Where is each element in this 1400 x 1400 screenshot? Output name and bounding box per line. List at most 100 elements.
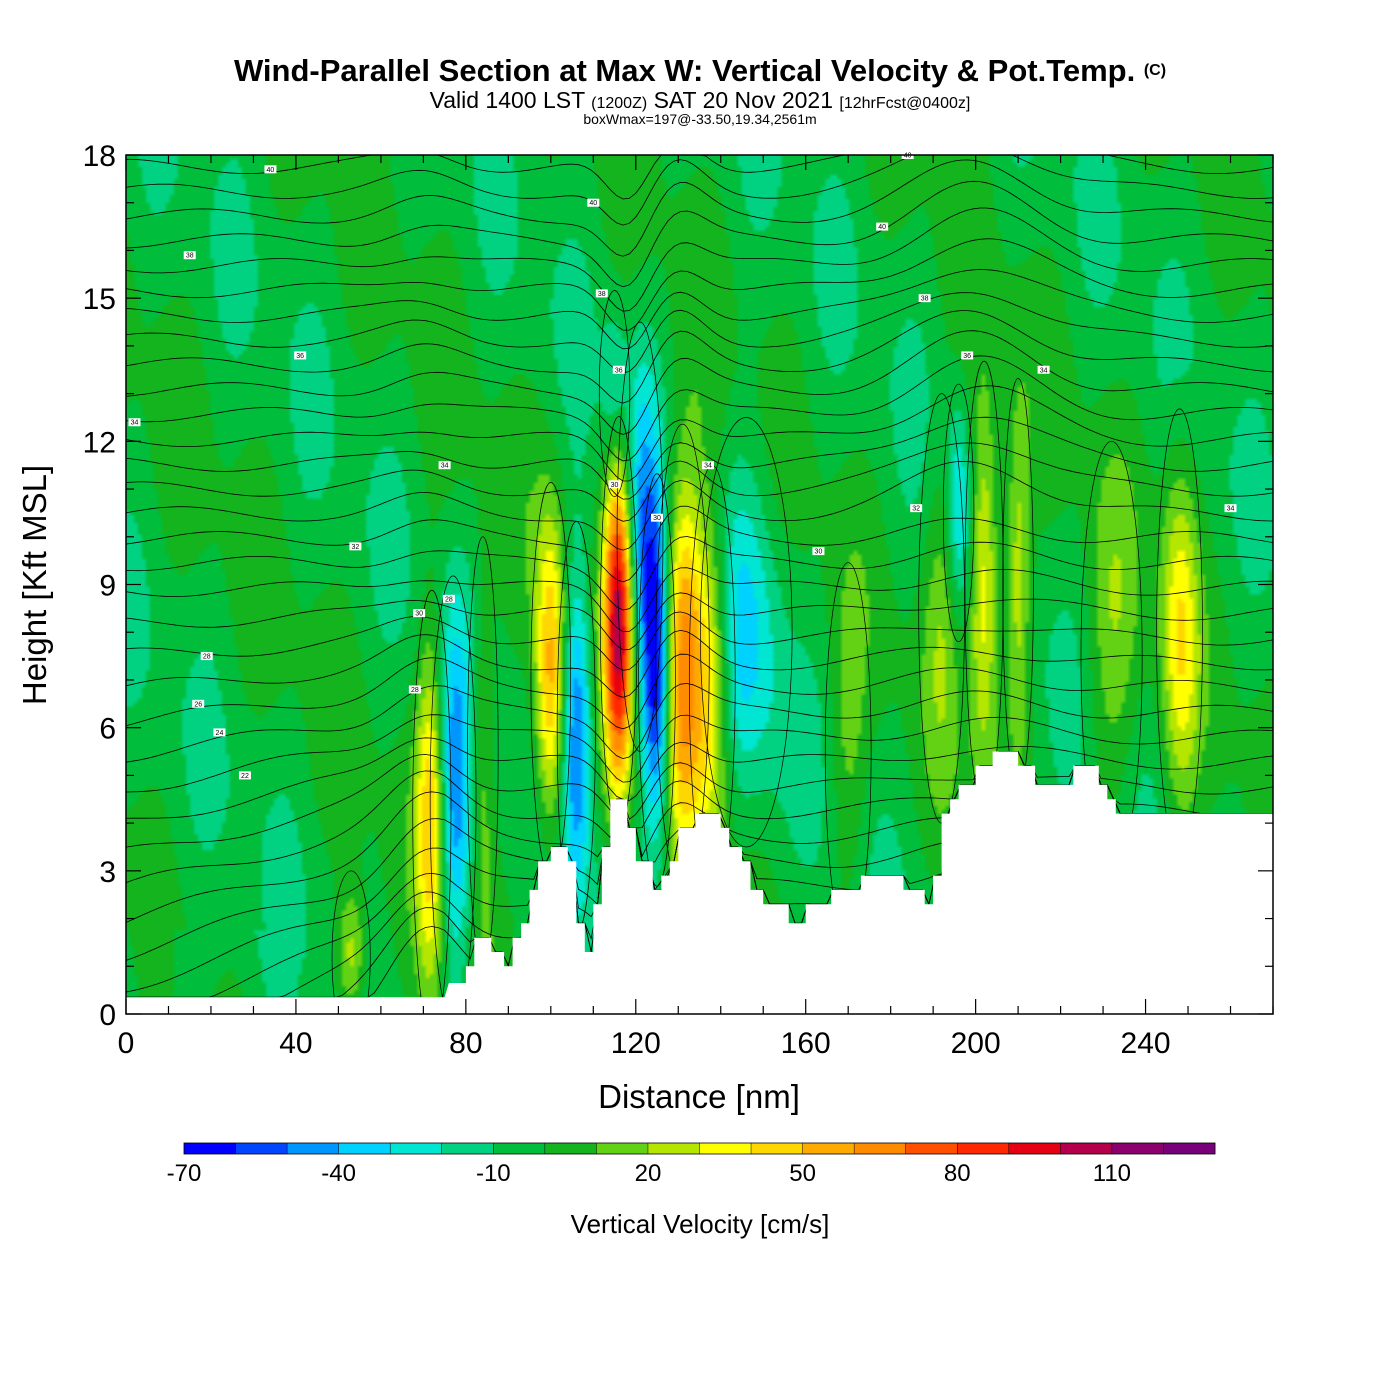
theta-contour-line bbox=[126, 714, 1273, 793]
theta-contour-label-box bbox=[701, 461, 714, 470]
theta-contour-label-text: 34 bbox=[131, 420, 139, 427]
x-tick-label: 240 bbox=[1121, 1027, 1171, 1060]
theta-contour-label-box bbox=[1037, 365, 1050, 374]
theta-contour-label-text: 24 bbox=[216, 730, 224, 737]
chart-title: Wind-Parallel Section at Max W: Vertical… bbox=[234, 53, 1166, 88]
theta-contour-label-box bbox=[264, 165, 277, 174]
theta-contour-label-text: 22 bbox=[241, 773, 249, 780]
theta-contour-label-text: 34 bbox=[441, 463, 449, 470]
colorbar-tick-label: 110 bbox=[1093, 1160, 1131, 1187]
colorbar-tick-label: 20 bbox=[635, 1160, 662, 1187]
theta-contour-label-text: 30 bbox=[415, 611, 423, 618]
theta-contour-label-box bbox=[192, 699, 205, 708]
theta-contour-label-text: 32 bbox=[352, 544, 360, 551]
colorbar-segment bbox=[699, 1143, 752, 1154]
y-tick-label: 6 bbox=[99, 713, 116, 746]
theta-contour-label-box bbox=[349, 542, 362, 551]
theta-contour-label: 36 bbox=[961, 351, 974, 360]
colorbar-tick-label: -10 bbox=[476, 1160, 511, 1187]
theta-contour-line bbox=[126, 155, 1273, 200]
theta-contour-label: 30 bbox=[812, 547, 825, 556]
colorbar-segment bbox=[338, 1143, 391, 1154]
theta-contour-label-text: 40 bbox=[878, 224, 886, 231]
theta-contour-label-box bbox=[612, 365, 625, 374]
theta-contour-label: 36 bbox=[294, 351, 307, 360]
theta-contour-label-text: 36 bbox=[615, 367, 623, 374]
colorbar-segment bbox=[287, 1143, 339, 1154]
x-tick-label: 0 bbox=[118, 1027, 135, 1060]
colorbar-segment bbox=[647, 1143, 700, 1154]
cell-contour bbox=[638, 473, 676, 887]
colorbar-segment bbox=[184, 1143, 236, 1154]
theta-contour-line bbox=[126, 269, 1273, 350]
colorbar-segment bbox=[235, 1143, 288, 1154]
y-tick-label: 3 bbox=[99, 856, 116, 889]
theta-contour-line bbox=[126, 159, 1273, 257]
theta-contour-label-box bbox=[961, 351, 974, 360]
theta-contour-label-box bbox=[1224, 504, 1237, 513]
theta-contour-line bbox=[126, 629, 1273, 698]
theta-contour-label-box bbox=[651, 513, 664, 522]
colorbar-tick-labels: -70 -40 -10 20 50 80 110 bbox=[167, 1160, 1131, 1187]
theta-contour-line bbox=[126, 611, 1273, 671]
theta-contour-label: 32 bbox=[910, 504, 923, 513]
colorbar-segment bbox=[751, 1143, 803, 1154]
cell-contour bbox=[616, 321, 664, 752]
theta-contour-label-box bbox=[812, 547, 825, 556]
theta-contour-label-text: 40 bbox=[904, 153, 912, 160]
theta-contour-line bbox=[126, 416, 1273, 500]
y-tick-label: 12 bbox=[83, 426, 116, 459]
theta-contour-label: 34 bbox=[438, 461, 451, 470]
theta-contour-line bbox=[126, 155, 1273, 226]
colorbar-segment bbox=[1163, 1143, 1216, 1154]
theta-contour-line bbox=[126, 355, 1273, 462]
theta-contour-label-text: 38 bbox=[186, 253, 194, 260]
terrain-mask bbox=[126, 751, 1273, 1014]
theta-contour-label: 34 bbox=[1037, 365, 1050, 374]
theta-contour-label-box bbox=[442, 594, 455, 603]
theta-contour-label-text: 28 bbox=[411, 687, 419, 694]
cell-contour bbox=[412, 589, 452, 1014]
x-tick-label: 120 bbox=[611, 1027, 661, 1060]
theta-contour-label-box bbox=[183, 251, 196, 260]
theta-contour-label-box bbox=[128, 418, 141, 427]
theta-contour-label: 34 bbox=[1224, 504, 1237, 513]
colorbar-segment bbox=[544, 1143, 597, 1154]
theta-contour-label-box bbox=[408, 685, 421, 694]
x-tick-label: 200 bbox=[951, 1027, 1001, 1060]
cell-contour bbox=[598, 290, 631, 498]
colorbar-title: Vertical Velocity [cm/s] bbox=[571, 1209, 830, 1239]
theta-contour-label-box bbox=[438, 461, 451, 470]
theta-contours bbox=[126, 155, 1273, 1014]
theta-contour-label-text: 34 bbox=[704, 463, 712, 470]
theta-contour-line bbox=[126, 385, 1273, 482]
theta-contour-label: 40 bbox=[264, 165, 277, 174]
theta-contour-label-text: 30 bbox=[815, 549, 823, 556]
theta-contour-label-text: 30 bbox=[611, 482, 619, 489]
theta-contour-label-text: 38 bbox=[598, 291, 606, 298]
colorbar-tick-label: 50 bbox=[789, 1160, 816, 1187]
theta-contour-label-text: 26 bbox=[194, 701, 202, 708]
theta-contour-line bbox=[126, 567, 1273, 633]
theta-contour-label-text: 40 bbox=[267, 167, 275, 174]
colorbar-tick-label: -40 bbox=[321, 1160, 356, 1187]
theta-contour-label: 28 bbox=[200, 652, 213, 661]
cell-contour bbox=[429, 575, 477, 1014]
colorbar-segment bbox=[596, 1143, 649, 1154]
theta-contour-line bbox=[126, 330, 1273, 435]
theta-contour-label: 38 bbox=[918, 294, 931, 303]
chart-subtitle: Valid 1400 LST (1200Z) SAT 20 Nov 2021 [… bbox=[430, 87, 971, 113]
theta-contour-label: 32 bbox=[349, 542, 362, 551]
x-axis-label: Distance [nm] bbox=[598, 1078, 800, 1115]
colorbar-segment bbox=[1008, 1143, 1061, 1154]
theta-contour-label-text: 34 bbox=[1227, 506, 1235, 513]
y-tick-label: 18 bbox=[83, 140, 116, 173]
theta-contour-line bbox=[126, 653, 1273, 730]
theta-contour-label-box bbox=[876, 222, 889, 231]
theta-contour-label-box bbox=[213, 728, 226, 737]
theta-contour-label-box bbox=[918, 294, 931, 303]
colorbar-tick-label: -70 bbox=[167, 1160, 202, 1187]
x-tick-labels: 0 40 80 120 160 200 240 bbox=[118, 1027, 1171, 1060]
cell-contour bbox=[331, 870, 371, 1014]
